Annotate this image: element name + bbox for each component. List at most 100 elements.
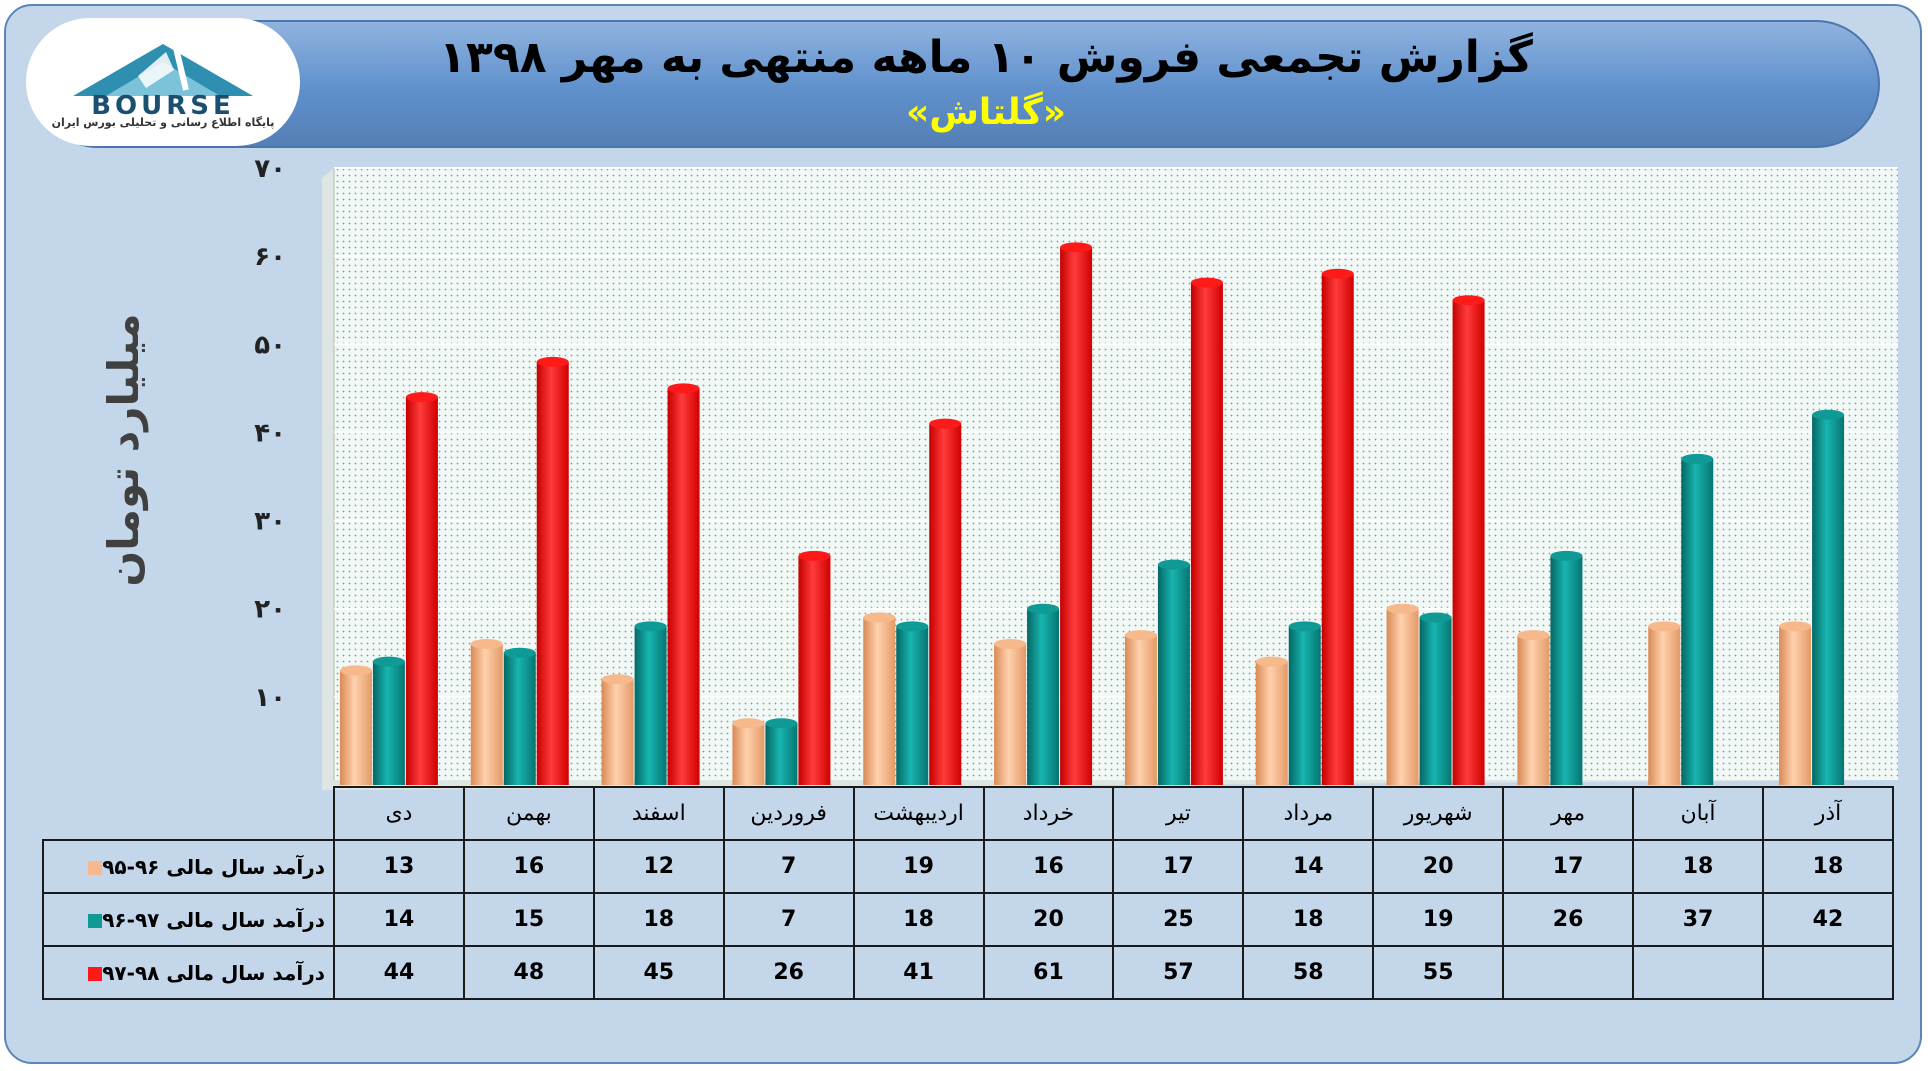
company-subtitle: «گلتاش» [905,92,1067,133]
category-label: آذر [1761,786,1895,841]
bar-2-9 [1419,612,1452,785]
category-label: مرداد [1242,786,1375,841]
data-label: 18 [592,892,725,947]
bar-3-2 [536,356,569,785]
data-label: 17 [1112,839,1245,894]
data-label: 14 [1242,839,1375,894]
data-label: 45 [592,945,725,1000]
y-tick-label: ۷۰ [254,154,286,184]
data-label: 20 [982,892,1115,947]
bar-3-6 [1060,242,1093,786]
series-row: درآمد سال مالی ۹۷-۹۶ 14 15 18 7 18 20 25 18 19 26 3… [42,892,1895,947]
data-label: 42 [1761,892,1895,947]
data-label: 14 [333,892,465,947]
plot-area [322,168,1898,790]
data-label: 12 [592,839,725,894]
category-row: دی بهمن اسفند فروردین اردیبهشت خرداد تیر مرداد ش… [43,786,1895,841]
data-label: 17 [1502,839,1635,894]
y-axis-label: میلیارد تومان [99,313,149,586]
data-label: 25 [1112,892,1245,947]
category-label: اردیبهشت [852,786,985,841]
category-label: آبان [1632,786,1764,841]
bar-1-12 [1779,621,1812,785]
category-label: خرداد [982,786,1115,841]
category-label: اسفند [592,786,725,841]
data-label [1632,945,1764,1000]
data-label: 58 [1242,945,1375,1000]
data-label: 18 [1632,839,1764,894]
bar-2-5 [896,621,929,785]
legend-label: درآمد سال مالی ۹۶-۹۵ [102,854,325,879]
bar-1-10 [1517,630,1550,785]
data-label: 13 [333,839,465,894]
data-label: 44 [333,945,465,1000]
data-label: 15 [462,892,595,947]
bar-2-6 [1027,603,1060,785]
legend-label: درآمد سال مالی ۹۷-۹۶ [102,907,325,932]
bar-2-1 [372,656,405,785]
bar-3-1 [405,392,438,785]
data-label: 16 [462,839,595,894]
category-label: دی [333,786,465,841]
bar-1-9 [1386,603,1419,785]
legend-entry: درآمد سال مالی ۹۶-۹۵ [42,839,335,894]
title-banner: گزارش تجمعی فروش ۱۰ ماهه منتهی به مهر ۱۳… [34,20,1880,148]
bar-2-12 [1812,409,1845,785]
bar-3-7 [1190,277,1223,785]
bar-3-9 [1452,295,1485,785]
category-label: شهریور [1372,786,1505,841]
bar-2-11 [1681,453,1714,785]
y-tick-label: ۴۰ [254,418,286,448]
data-label: 57 [1112,945,1245,1000]
data-label: 19 [852,839,985,894]
data-label: 26 [1502,892,1635,947]
bar-2-8 [1288,621,1321,785]
legend-swatch-icon [88,861,103,875]
data-label: 48 [462,945,595,1000]
y-tick-label: ۲۰ [254,595,286,625]
category-label: تیر [1112,786,1245,841]
y-tick-label: ۱۰ [254,683,286,713]
data-label [1761,945,1895,1000]
bar-1-3 [601,674,634,785]
legend-entry: درآمد سال مالی ۹۸-۹۷ [42,945,335,1000]
logo-mark-icon: BOURSE [73,44,253,121]
bar-1-1 [339,665,372,785]
data-label: 20 [1372,839,1505,894]
bar-1-2 [470,638,503,785]
bar-1-11 [1648,621,1681,785]
bar-2-10 [1550,550,1583,785]
bar-1-5 [863,612,896,785]
logo-wordmark: BOURSE [91,91,235,121]
bar-1-8 [1255,656,1288,785]
data-label: 61 [982,945,1115,1000]
data-label: 16 [982,839,1115,894]
data-label: 18 [852,892,985,947]
bar-1-4 [732,718,765,785]
bar-3-4 [798,550,831,785]
category-label: بهمن [462,786,595,841]
empty-corner [43,787,335,841]
y-tick-label: ۳۰ [254,507,286,537]
page-title: گزارش تجمعی فروش ۱۰ ماهه منتهی به مهر ۱۳… [439,32,1533,83]
category-label: مهر [1502,786,1635,841]
data-table: دی بهمن اسفند فروردین اردیبهشت خرداد تیر مرداد ش… [42,786,1895,1000]
bar-2-4 [765,718,798,785]
data-label: 55 [1372,945,1505,1000]
bar-chart: ۱۰ ۲۰ ۳۰ ۴۰ ۵۰ ۶۰ ۷۰ میلیارد تومان [99,154,1898,790]
data-label [1502,945,1635,1000]
logo-tagline: پایگاه اطلاع رسانی و تحلیلی بورس ایران [51,116,275,129]
legend-entry: درآمد سال مالی ۹۷-۹۶ [42,892,335,947]
bar-3-5 [929,418,962,785]
data-label: 41 [852,945,985,1000]
category-label: فروردین [722,786,855,841]
bar-2-7 [1157,559,1190,785]
data-label: 18 [1242,892,1375,947]
data-label: 26 [722,945,855,1000]
bar-2-3 [634,621,667,785]
bar-1-6 [994,638,1027,785]
bar-1-7 [1124,630,1157,785]
bourse-logo: BOURSE پایگاه اطلاع رسانی و تحلیلی بورس … [26,18,300,146]
legend-label: درآمد سال مالی ۹۸-۹۷ [102,960,325,985]
bar-2-2 [503,647,536,785]
